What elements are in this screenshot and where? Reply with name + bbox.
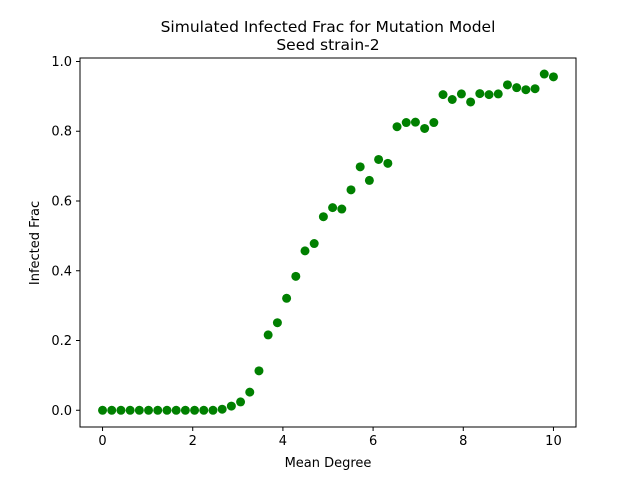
data-point <box>309 239 319 249</box>
data-point <box>337 204 347 214</box>
data-point <box>217 404 227 414</box>
y-axis-label: Infected Frac <box>28 201 43 285</box>
data-point <box>98 405 108 415</box>
x-tick-label: 2 <box>189 434 197 449</box>
y-tick-label: 0.2 <box>51 334 72 349</box>
data-point <box>226 401 236 411</box>
data-point <box>530 84 540 94</box>
data-point <box>512 83 522 93</box>
y-tick-label: 1.0 <box>51 55 72 70</box>
data-point <box>346 185 356 195</box>
data-point <box>107 405 117 415</box>
data-point <box>245 387 255 397</box>
data-point <box>447 95 457 104</box>
data-point <box>374 154 384 164</box>
data-point <box>438 90 448 100</box>
data-point <box>401 118 411 128</box>
data-point <box>484 90 494 100</box>
data-point <box>539 69 549 79</box>
data-point <box>364 175 374 185</box>
data-point <box>493 89 503 99</box>
data-point <box>153 405 163 415</box>
data-point <box>263 330 273 340</box>
x-tick-label: 8 <box>459 434 467 449</box>
data-point <box>410 117 420 127</box>
data-point <box>190 405 200 415</box>
plot-area: 0 2 4 6 8 10 0.0 0.2 0.4 0.6 0.8 1.0 <box>51 55 577 449</box>
plot-frame <box>79 57 577 428</box>
data-point <box>318 212 328 222</box>
data-point <box>328 203 338 213</box>
data-point <box>162 405 172 415</box>
data-point <box>300 246 310 256</box>
data-point <box>291 271 301 281</box>
x-tick-label: 6 <box>369 434 377 449</box>
data-point <box>272 318 282 328</box>
y-tick-label: 0.8 <box>51 125 72 140</box>
data-point <box>502 80 512 90</box>
data-point <box>420 123 430 133</box>
data-point <box>254 366 264 376</box>
data-point <box>180 405 190 415</box>
data-point <box>392 122 402 132</box>
data-point <box>383 158 393 168</box>
data-point <box>548 72 558 82</box>
data-point <box>208 405 218 415</box>
data-point <box>134 405 144 415</box>
x-tick-label: 10 <box>545 434 562 449</box>
x-tick-label: 0 <box>98 434 106 449</box>
data-point <box>466 97 476 107</box>
chart-subtitle: Seed strain-2 <box>276 36 379 54</box>
data-point <box>116 405 126 415</box>
data-point <box>475 89 485 99</box>
data-point <box>355 162 365 172</box>
chart-title: Simulated Infected Frac for Mutation Mod… <box>161 18 496 36</box>
y-tick-label: 0.0 <box>51 404 72 419</box>
data-point <box>144 405 154 415</box>
data-point <box>456 89 466 99</box>
data-point <box>236 397 246 407</box>
data-point <box>429 118 439 128</box>
data-point <box>282 293 292 303</box>
data-point <box>171 405 181 415</box>
y-tick-label: 0.6 <box>51 194 72 209</box>
data-point <box>125 405 135 415</box>
y-tick-label: 0.4 <box>51 264 72 279</box>
x-axis-label: Mean Degree <box>285 456 372 471</box>
data-point <box>521 85 531 95</box>
x-tick-label: 4 <box>279 434 287 449</box>
data-point <box>199 405 209 415</box>
